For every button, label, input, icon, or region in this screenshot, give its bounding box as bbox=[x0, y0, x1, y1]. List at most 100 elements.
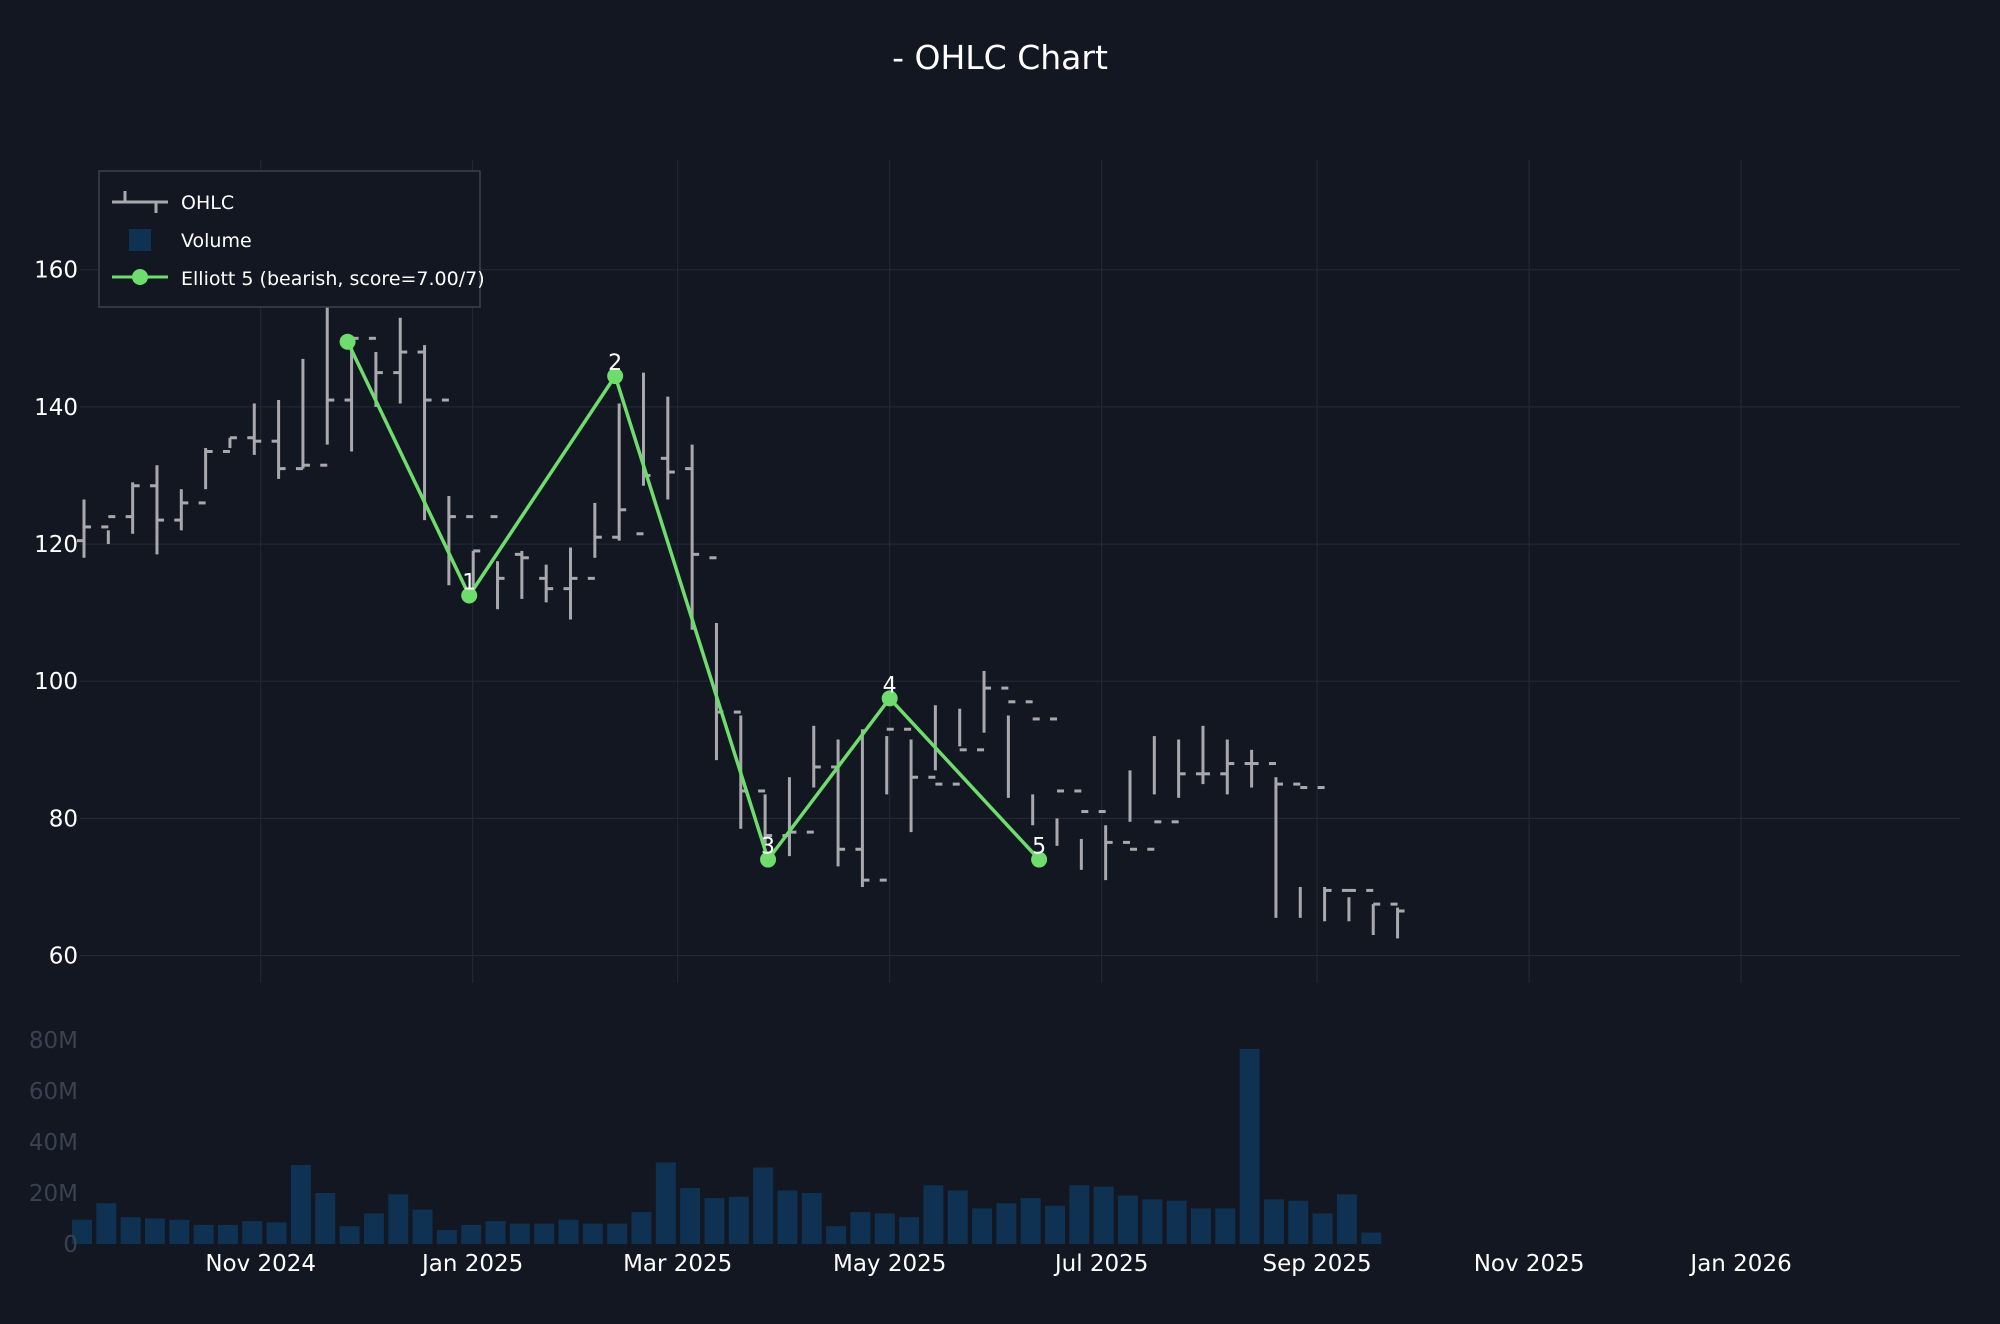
volume-bar bbox=[1166, 1200, 1187, 1244]
ohlc-bar bbox=[806, 725, 821, 834]
volume-bar bbox=[947, 1190, 968, 1244]
ohlc-bar bbox=[587, 502, 602, 580]
volume-tick-label: 60M bbox=[29, 1079, 78, 1105]
ohlc-bar bbox=[1366, 888, 1381, 935]
ohlc-bar bbox=[77, 499, 91, 558]
legend-item-ohlc[interactable]: OHLC bbox=[112, 191, 234, 214]
ohlc-bar bbox=[685, 444, 700, 630]
volume-bar bbox=[72, 1219, 92, 1244]
volume-bar bbox=[193, 1224, 214, 1244]
ohlc-bar bbox=[271, 400, 286, 479]
volume-bar bbox=[461, 1224, 482, 1244]
ohlc-bar bbox=[855, 729, 870, 887]
ohlc-bar bbox=[149, 465, 164, 555]
volume-bar bbox=[680, 1187, 701, 1244]
volume-bar bbox=[874, 1213, 895, 1244]
ohlc-bar bbox=[1293, 782, 1308, 918]
volume-bar bbox=[388, 1194, 409, 1244]
date-tick-label: Mar 2025 bbox=[623, 1251, 732, 1277]
ohlc-bar bbox=[1220, 739, 1235, 795]
ohlc-bar bbox=[539, 564, 554, 603]
price-tick-label: 80 bbox=[49, 806, 78, 832]
volume-bar bbox=[607, 1223, 628, 1244]
volume-bar bbox=[1069, 1185, 1090, 1244]
volume-bar bbox=[315, 1193, 336, 1244]
ohlc-bar bbox=[1390, 902, 1405, 939]
date-tick-label: Nov 2024 bbox=[205, 1251, 316, 1277]
ohlc-bar bbox=[490, 515, 505, 610]
volume-bars bbox=[72, 1048, 1382, 1244]
volume-bar bbox=[899, 1217, 920, 1244]
date-tick-label: Jan 2026 bbox=[1688, 1251, 1791, 1277]
ohlc-bar bbox=[1268, 762, 1283, 918]
volume-bar bbox=[1093, 1186, 1114, 1244]
ohlc-bar bbox=[977, 670, 992, 752]
volume-bar bbox=[242, 1221, 263, 1244]
volume-bar bbox=[728, 1196, 749, 1244]
volume-bar bbox=[996, 1203, 1017, 1244]
elliott-wave: 1 2 3 4 5 bbox=[339, 333, 1048, 868]
ohlc-bar bbox=[758, 789, 773, 846]
price-tick-label: 100 bbox=[34, 669, 78, 695]
volume-bar bbox=[1336, 1194, 1357, 1244]
volume-bar bbox=[169, 1219, 190, 1244]
volume-bar bbox=[436, 1229, 457, 1244]
volume-tick-label: 0 bbox=[63, 1232, 78, 1258]
volume-bar bbox=[972, 1208, 993, 1244]
legend-label-volume: Volume bbox=[181, 230, 252, 252]
legend-box bbox=[98, 170, 481, 308]
ohlc-bar bbox=[612, 403, 627, 541]
volume-bar bbox=[412, 1209, 433, 1244]
volume-bar bbox=[266, 1222, 287, 1244]
ohlc-bar bbox=[1001, 686, 1016, 798]
ohlc-bar bbox=[1171, 739, 1186, 824]
chart-title: - OHLC Chart bbox=[892, 38, 1108, 77]
ohlc-bar bbox=[928, 705, 943, 786]
elliott-wave-label: 2 bbox=[608, 351, 622, 376]
elliott-legend-icon bbox=[112, 269, 168, 285]
volume-bar bbox=[144, 1218, 165, 1244]
volume-bar bbox=[96, 1203, 117, 1244]
volume-bar bbox=[485, 1221, 506, 1244]
price-tick-label: 160 bbox=[34, 258, 78, 284]
volume-bar bbox=[1288, 1200, 1309, 1244]
ohlc-bar bbox=[1317, 786, 1332, 922]
price-tick-label: 120 bbox=[34, 532, 78, 558]
volume-bar bbox=[923, 1185, 944, 1244]
ohlc-bar bbox=[1341, 888, 1356, 922]
elliott-wave-point bbox=[881, 690, 898, 707]
volume-bar bbox=[509, 1223, 530, 1244]
legend[interactable]: OHLC Volume Elliott 5 (bearish, score=7.… bbox=[98, 170, 485, 308]
ohlc-bar bbox=[1122, 770, 1137, 851]
elliott-wave-label: 5 bbox=[1032, 835, 1046, 860]
legend-item-elliott[interactable]: Elliott 5 (bearish, score=7.00/7) bbox=[112, 268, 485, 290]
volume-bar bbox=[1045, 1205, 1066, 1244]
volume-bar bbox=[850, 1212, 871, 1244]
volume-bar bbox=[704, 1198, 725, 1244]
elliott-wave-point bbox=[760, 851, 777, 868]
volume-bar bbox=[363, 1213, 384, 1244]
legend-item-volume[interactable]: Volume bbox=[129, 229, 252, 252]
volume-bar bbox=[1142, 1199, 1163, 1244]
ohlc-bar bbox=[174, 489, 189, 531]
legend-label-elliott: Elliott 5 (bearish, score=7.00/7) bbox=[181, 268, 485, 290]
volume-bar bbox=[558, 1219, 579, 1244]
date-tick-label: May 2025 bbox=[833, 1251, 946, 1277]
volume-tick-label: 80M bbox=[29, 1028, 78, 1054]
volume-legend-icon bbox=[129, 229, 151, 251]
ohlc-bar bbox=[1074, 789, 1089, 870]
ohlc-bar bbox=[1147, 736, 1162, 851]
ohlc-bar bbox=[904, 727, 919, 833]
volume-bar bbox=[801, 1193, 822, 1244]
volume-bar bbox=[339, 1226, 360, 1244]
elliott-wave-line bbox=[346, 340, 1041, 862]
date-tick-label: Sep 2025 bbox=[1263, 1251, 1372, 1277]
ohlc-bar bbox=[393, 317, 408, 404]
volume-bar bbox=[1312, 1213, 1333, 1244]
ohlc-bar bbox=[563, 547, 578, 620]
ohlc-bars bbox=[77, 187, 1405, 939]
ohlc-bar bbox=[1050, 717, 1065, 846]
date-tick-label: Jul 2025 bbox=[1053, 1251, 1149, 1277]
